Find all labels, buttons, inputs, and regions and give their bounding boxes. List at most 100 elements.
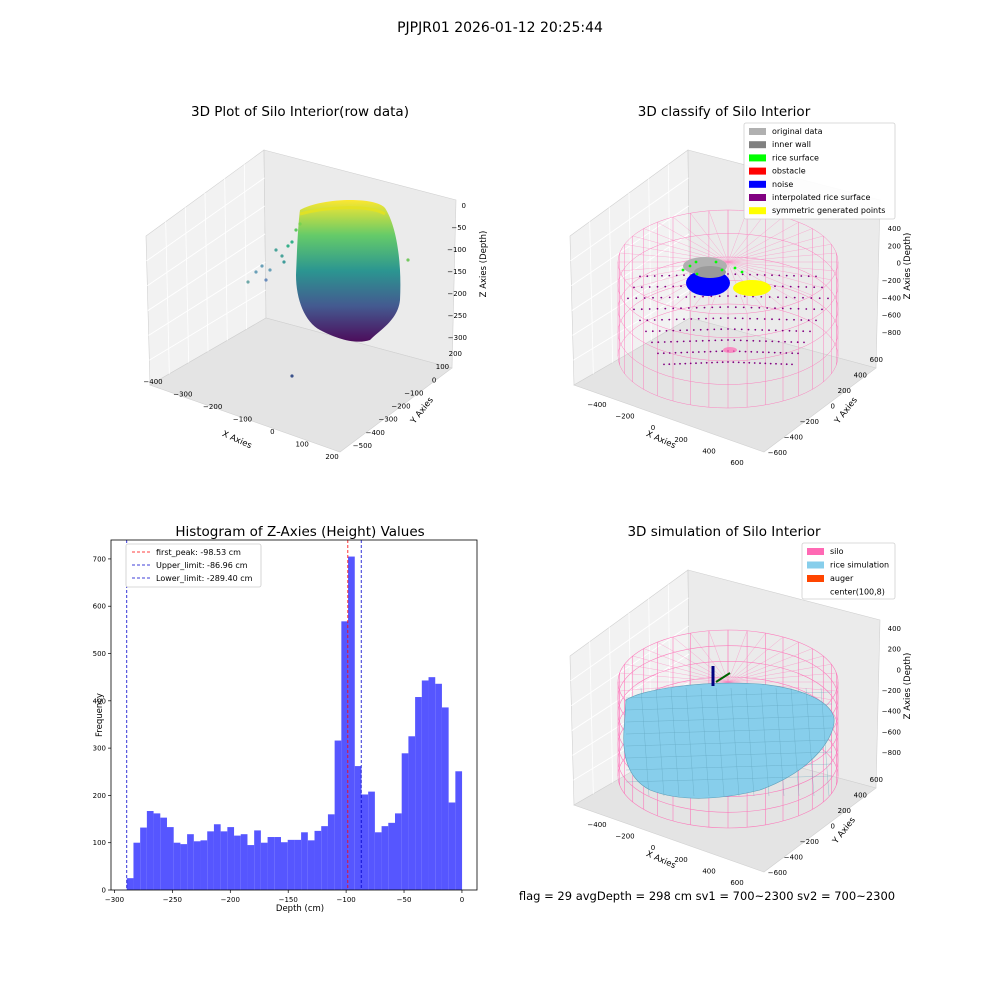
- surface-point: [680, 351, 683, 354]
- surface-point: [771, 340, 774, 343]
- raw-z-axis-label: Z Axies (Depth): [479, 231, 489, 298]
- histogram-bar: [274, 837, 281, 890]
- axis-tick-label: 0: [651, 844, 655, 852]
- rice-surface-point: [695, 272, 699, 276]
- axis-tick-label: −500: [353, 442, 372, 450]
- axis-tick-label: 200: [838, 807, 851, 815]
- axis-tick-label: 100: [436, 363, 449, 371]
- simulation-plot-title: 3D simulation of Silo Interior: [627, 524, 821, 540]
- surface-point: [643, 297, 646, 299]
- surface-point: [679, 329, 682, 332]
- surface-point: [657, 341, 660, 344]
- surface-point: [712, 317, 715, 320]
- axis-tick-label: −300: [448, 334, 467, 342]
- legend-label: Upper_limit: -86.96 cm: [156, 561, 248, 570]
- mesh-line: [625, 703, 833, 711]
- surface-point: [779, 351, 782, 354]
- axis-tick-label: −400: [882, 294, 901, 302]
- surface-point: [781, 307, 784, 310]
- surface-point: [766, 307, 769, 309]
- axis-tick-label: −100: [233, 416, 252, 424]
- rice-surface-point: [714, 260, 718, 264]
- silo-spoke: [624, 664, 729, 683]
- silo-spoke: [727, 235, 824, 263]
- surface-point: [640, 286, 643, 289]
- surface-point: [738, 350, 741, 353]
- silo-spoke: [727, 648, 813, 683]
- surface-point: [685, 296, 688, 298]
- histogram-bar: [401, 753, 409, 890]
- histogram-bar: [327, 814, 335, 890]
- surface-point: [683, 274, 685, 277]
- surface-point: [802, 330, 805, 333]
- surface-point: [800, 319, 803, 321]
- raw-z-ticks: 0 −50 −100 −150 −200 −250 −300: [447, 202, 467, 342]
- y-tick-label: 200: [93, 792, 106, 800]
- silo-spoke: [727, 636, 784, 683]
- surface-point: [672, 307, 675, 310]
- legend-swatch: [749, 167, 766, 175]
- surface-point: [768, 296, 771, 298]
- histogram-bar: [388, 822, 395, 890]
- axis-tick-label: −200: [203, 403, 222, 411]
- surface-point: [768, 329, 770, 332]
- axis-tick-label: −600: [768, 869, 787, 877]
- y-tick-label: 0: [102, 887, 106, 895]
- surface-point: [657, 352, 659, 355]
- surface-point: [714, 339, 717, 342]
- surface-point: [788, 329, 791, 332]
- histogram-bar: [307, 840, 315, 890]
- legend-label: interpolated rice surface: [772, 193, 870, 202]
- silo-spoke: [657, 222, 729, 263]
- axis-tick-label: −300: [378, 416, 397, 424]
- classify-y-axis-label: Y Axies: [832, 395, 860, 427]
- surface-point: [752, 295, 754, 298]
- surface-point: [697, 317, 700, 320]
- histogram-bar: [247, 845, 255, 890]
- surface-point: [627, 297, 629, 300]
- axis-tick-label: −200: [615, 413, 634, 421]
- simulation-y-axis-label: Y Axies: [830, 815, 858, 847]
- axis-tick-label: 0: [432, 376, 436, 384]
- histogram-bar: [200, 840, 208, 890]
- histogram-bar: [160, 817, 167, 890]
- axis-tick-label: 600: [870, 356, 883, 364]
- surface-point: [690, 318, 693, 320]
- raw-point-cloud: [246, 199, 410, 378]
- outlier-point: [264, 278, 268, 282]
- surface-point: [703, 350, 706, 353]
- surface-point: [735, 295, 738, 298]
- mesh-line: [625, 691, 833, 699]
- legend-swatch: [807, 575, 824, 582]
- surface-point: [815, 275, 817, 278]
- surface-point: [790, 341, 793, 343]
- axis-tick-label: 100: [295, 441, 308, 449]
- surface-point: [695, 306, 698, 309]
- surface-point: [648, 286, 651, 288]
- surface-point: [639, 275, 641, 278]
- surface-point: [646, 275, 649, 278]
- legend-label: rice simulation: [830, 561, 889, 570]
- surface-point: [785, 318, 788, 321]
- histogram-bar: [267, 837, 275, 890]
- axis-tick-label: 0: [897, 666, 901, 674]
- surface-point: [661, 318, 663, 321]
- histogram-x-axis-label: Depth (cm): [276, 904, 324, 914]
- surface-point: [785, 363, 788, 366]
- histogram-bar: [260, 842, 268, 890]
- outlier-point: [286, 244, 290, 248]
- axis-tick-label: 600: [870, 776, 883, 784]
- surface-point: [734, 317, 737, 320]
- simulation-x-axis-label: X Axies: [644, 849, 677, 871]
- histogram-bar: [301, 832, 308, 890]
- raw-data-3d-panel: 3D Plot of Silo Interior(row data) −400−…: [143, 104, 489, 461]
- surface-point: [695, 362, 697, 365]
- outlier-point: [246, 280, 250, 284]
- histogram-axes-frame: [110, 539, 478, 891]
- axis-tick-label: −200: [882, 687, 901, 695]
- surface-point: [706, 328, 709, 331]
- surface-point: [774, 307, 776, 310]
- surface-point: [708, 339, 710, 342]
- figure-suptitle: PJPJR01 2026-01-12 20:25:44: [397, 20, 603, 36]
